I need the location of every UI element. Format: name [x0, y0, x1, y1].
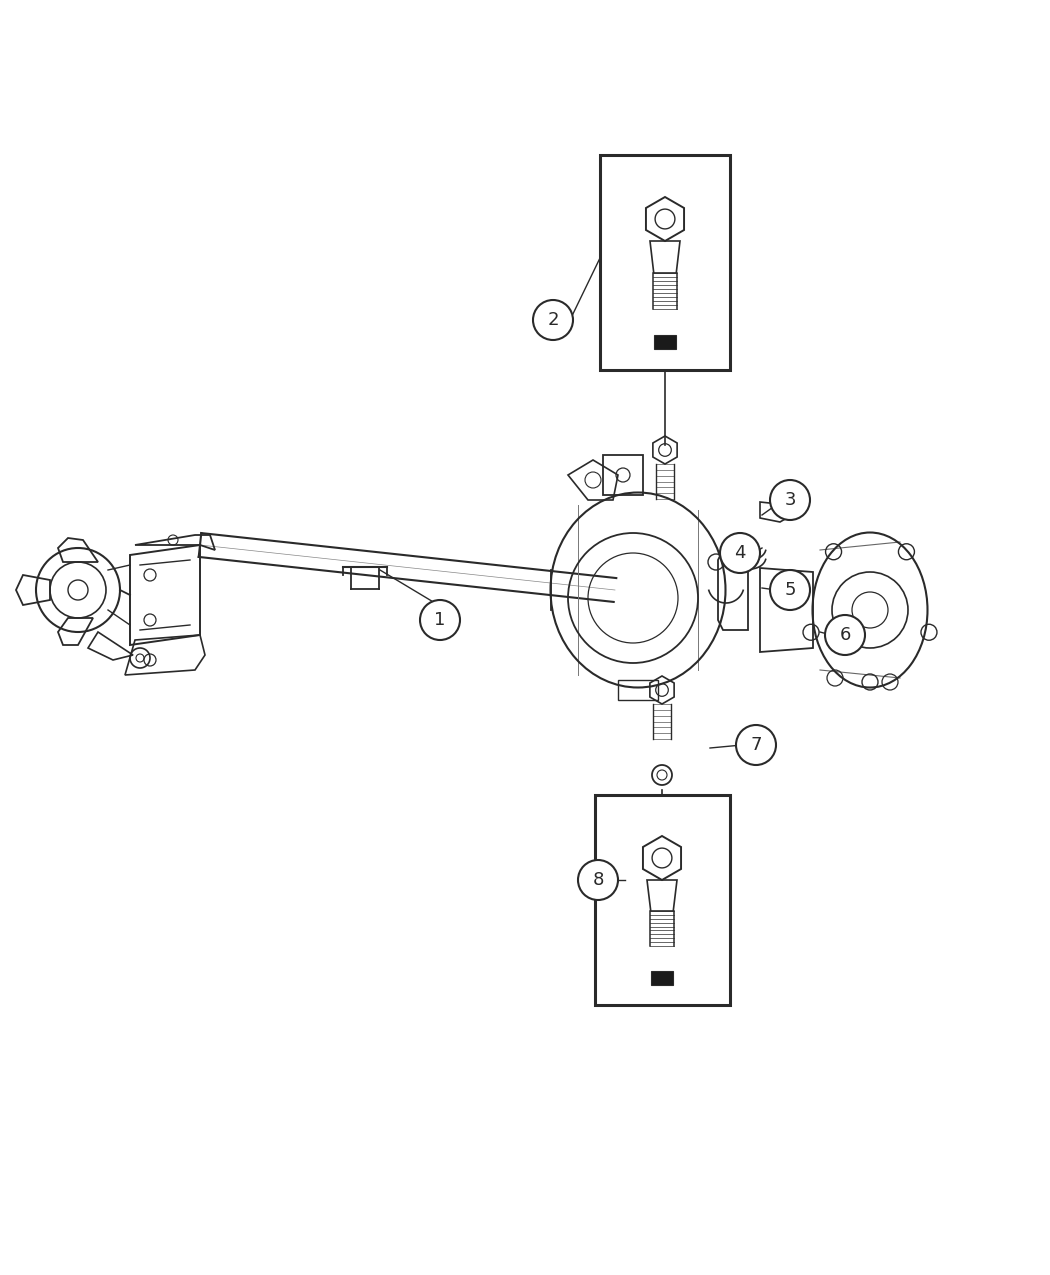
Circle shape	[825, 615, 865, 655]
Circle shape	[770, 570, 810, 609]
Circle shape	[770, 479, 810, 520]
Bar	[654, 335, 676, 349]
Text: 5: 5	[784, 581, 796, 599]
Text: 7: 7	[751, 736, 761, 754]
Bar	[651, 972, 673, 986]
Bar	[595, 796, 730, 1005]
Text: 2: 2	[547, 311, 559, 329]
Text: 4: 4	[734, 544, 745, 562]
Circle shape	[578, 861, 618, 900]
Circle shape	[736, 725, 776, 765]
Bar	[600, 156, 730, 370]
Text: 8: 8	[592, 871, 604, 889]
Text: 1: 1	[435, 611, 445, 629]
Circle shape	[533, 300, 573, 340]
Text: 6: 6	[839, 626, 850, 644]
Circle shape	[420, 601, 460, 640]
Text: 3: 3	[784, 491, 796, 509]
Circle shape	[720, 533, 760, 572]
